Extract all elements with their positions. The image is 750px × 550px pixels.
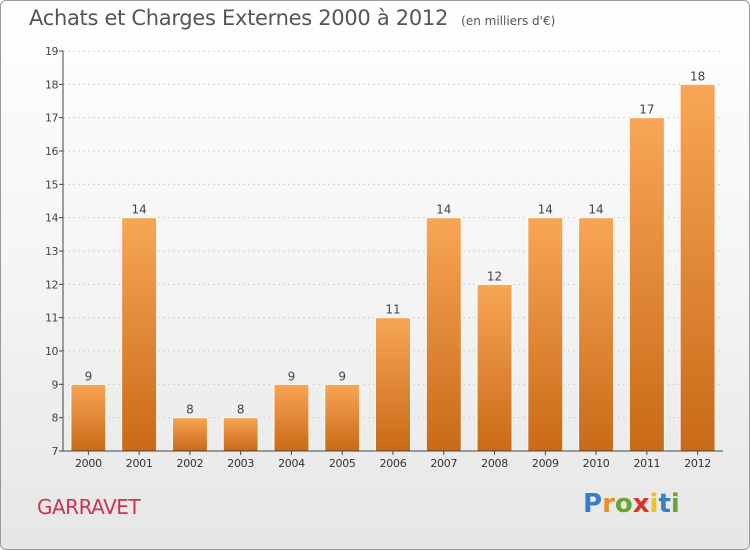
y-tick-label: 17	[45, 112, 58, 125]
data-label-2011: 17	[639, 103, 654, 117]
bar-2001	[121, 217, 158, 452]
x-tick-label-2006: 2006	[380, 457, 407, 470]
bar-2012	[679, 83, 716, 452]
logo-letter: o	[614, 489, 633, 519]
y-tick-label: 13	[45, 245, 58, 258]
bar-2007	[425, 217, 462, 452]
data-label-2000: 9	[85, 369, 93, 383]
y-tick-label: 18	[45, 78, 58, 91]
x-tick-label-2008: 2008	[481, 457, 508, 470]
bar-2000	[70, 383, 107, 452]
y-tick-label: 19	[45, 45, 58, 58]
data-label-2009: 14	[538, 203, 553, 217]
x-tick-label-2007: 2007	[430, 457, 457, 470]
y-tick-label: 8	[52, 412, 59, 425]
chart-title: Achats et Charges Externes 2000 à 2012	[29, 6, 449, 30]
x-tick-label-2000: 2000	[75, 457, 102, 470]
bar-2004	[273, 383, 310, 452]
y-tick-label: 12	[45, 278, 58, 291]
bar-2006	[375, 317, 411, 452]
title-row: Achats et Charges Externes 2000 à 2012 (…	[29, 6, 555, 30]
y-axis-ticks: 7 8 9 10 11 12 13 14 15 16 17 18 19	[45, 45, 63, 458]
data-label-2005: 9	[338, 369, 346, 383]
data-label-2001: 14	[132, 203, 147, 217]
y-tick-label: 7	[52, 445, 59, 458]
y-tick-label: 16	[45, 145, 58, 158]
logo-letter: t	[658, 489, 671, 519]
data-label-2006: 11	[385, 303, 400, 317]
y-tick-label: 11	[45, 312, 58, 325]
logo-letter: i	[670, 489, 680, 519]
x-tick-label-2009: 2009	[532, 457, 559, 470]
bar-2005	[324, 383, 361, 452]
data-label-2007: 14	[436, 203, 451, 217]
y-tick-label: 9	[52, 378, 59, 391]
x-tick-label-2003: 2003	[227, 457, 254, 470]
x-tick-label-2004: 2004	[278, 457, 305, 470]
x-tick-label-2012: 2012	[684, 457, 711, 470]
data-label-2003: 8	[237, 403, 245, 417]
bar-2009	[527, 217, 564, 452]
data-label-2008: 12	[487, 269, 502, 283]
y-tick-label: 14	[45, 212, 58, 225]
x-tick-label-2001: 2001	[126, 457, 153, 470]
data-label-2002: 8	[186, 403, 194, 417]
data-label-2012: 18	[690, 69, 705, 83]
bars	[70, 83, 716, 452]
x-tick-label-2002: 2002	[177, 457, 204, 470]
x-tick-label-2010: 2010	[583, 457, 610, 470]
proxiti-logo: Proxiti	[583, 489, 680, 519]
bar-2011	[628, 117, 665, 452]
logo-letter: x	[632, 489, 650, 519]
data-label-2004: 9	[288, 369, 296, 383]
bar-2010	[578, 217, 615, 452]
commune-name: GARRAVET	[37, 495, 141, 519]
chart-subtitle: (en milliers d'€)	[461, 14, 556, 28]
data-label-2010: 14	[588, 203, 603, 217]
bar-2002	[171, 417, 208, 452]
bar-2003	[222, 417, 259, 452]
x-axis-ticks: 2000 2001 2002 2003 2004 2005 2006 2007 2008 2009…	[75, 451, 711, 470]
x-tick-label-2011: 2011	[633, 457, 660, 470]
logo-letter: i	[649, 489, 659, 519]
y-tick-label: 10	[45, 345, 58, 358]
logo-letter: r	[602, 489, 615, 519]
y-tick-label: 15	[45, 178, 58, 191]
x-tick-label-2005: 2005	[329, 457, 356, 470]
logo-letter: P	[583, 489, 603, 519]
bar-2008	[476, 283, 513, 452]
data-labels: 9 14 8 8 9 9 11 14 12 14 14 17 18	[85, 69, 706, 416]
